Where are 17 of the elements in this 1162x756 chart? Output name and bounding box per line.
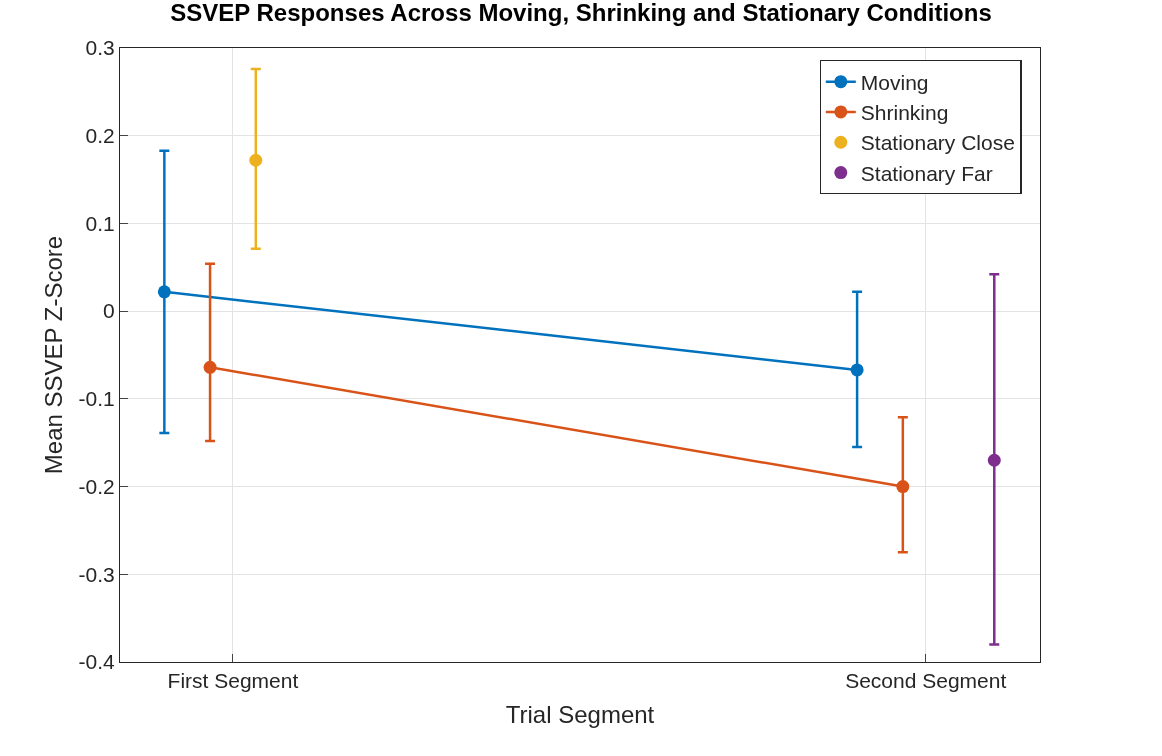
chart-title: SSVEP Responses Across Moving, Shrinking and Stationary Conditions — [170, 0, 992, 26]
y-axis-title: Mean SSVEP Z-Score — [40, 235, 67, 475]
legend-label: Stationary Far — [860, 161, 993, 185]
y-tick-label: -0.1 — [78, 387, 115, 411]
legend-label: Moving — [860, 70, 929, 94]
y-tick-label: 0.2 — [85, 124, 115, 148]
x-axis-title: Trial Segment — [505, 700, 655, 728]
y-tick-label: 0.1 — [85, 211, 115, 235]
legend-label: Stationary Close — [860, 131, 1015, 155]
x-tick-label: Second Segment — [845, 669, 1007, 693]
y-tick-label: -0.2 — [78, 474, 115, 498]
x-tick-label: First Segment — [167, 669, 299, 693]
y-tick-label: 0.3 — [85, 36, 115, 60]
legend-label: Shrinking — [860, 101, 949, 125]
y-tick-label: -0.3 — [78, 562, 115, 586]
y-tick-label: 0 — [103, 299, 115, 323]
y-tick-label: -0.4 — [78, 650, 116, 674]
